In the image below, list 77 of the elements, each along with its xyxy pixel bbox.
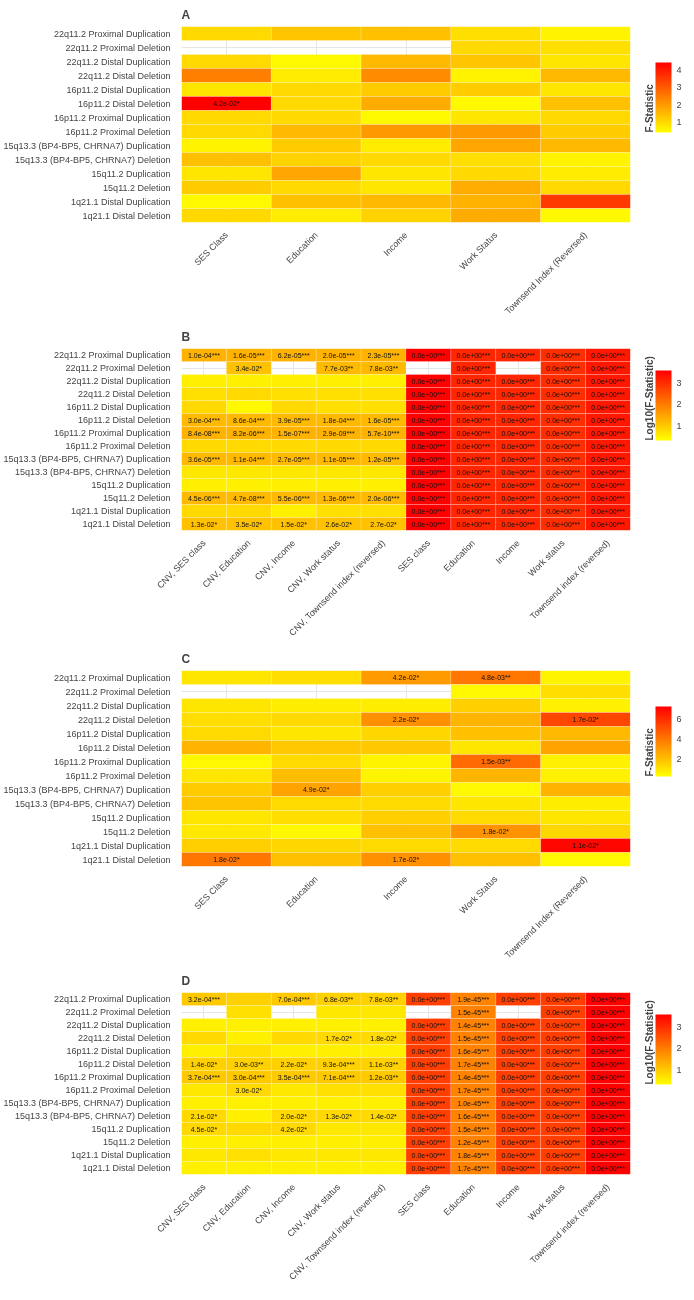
y-tick-label: 15q13.3 (BP4-BP5, CHRNA7) Deletion (14, 798, 171, 809)
y-tick-label: 22q11.2 Distal Deletion (78, 389, 171, 399)
color-bar-label: 4 (676, 64, 682, 75)
y-tick-label: 22q11.2 Proximal Deletion (65, 686, 171, 697)
y-tick-label: 22q11.2 Proximal Duplication (54, 28, 171, 39)
y-tick-label: 16p11.2 Proximal Duplication (54, 112, 171, 123)
y-tick-label: 15q13.3 (BP4-BP5, CHRNA7) Deletion (14, 1111, 171, 1121)
color-bar-label: 3 (676, 378, 682, 389)
y-tick-label: 15q11.2 Duplication (91, 812, 171, 823)
color-bar-label: 2 (676, 754, 682, 765)
color-bar-label: 1 (676, 117, 682, 127)
y-tick-label: 15q13.3 (BP4-BP5, CHRNA7) Deletion (14, 467, 171, 477)
y-tick-label: 16p11.2 Proximal Duplication (54, 428, 171, 438)
y-tick-label: 16p11.2 Proximal Deletion (65, 126, 171, 137)
color-bar-label: 2 (676, 1043, 682, 1054)
y-tick-label: 16p11.2 Distal Duplication (66, 84, 171, 95)
color-bar-label: 3 (676, 82, 682, 92)
y-tick-label: 16p11.2 Distal Deletion (78, 98, 171, 109)
color-bar-label: 1 (676, 1064, 682, 1075)
y-tick-label: 1q21.1 Distal Deletion (82, 1163, 171, 1173)
y-tick-label: 15q11.2 Duplication (91, 480, 171, 490)
color-bar-label: 2 (676, 399, 682, 410)
y-tick-label: 16p11.2 Proximal Deletion (65, 770, 171, 781)
color-bar-label: 1 (676, 420, 682, 431)
color-bar-label: 6 (676, 713, 682, 724)
y-tick-label: 22q11.2 Proximal Deletion (65, 363, 171, 373)
y-tick-label: 15q13.3 (BP4-BP5, CHRNA7) Duplication (3, 454, 171, 464)
y-tick-label: 22q11.2 Proximal Deletion (65, 1007, 171, 1017)
y-tick-label: 22q11.2 Distal Deletion (78, 70, 171, 81)
color-bar-label: 2 (676, 99, 682, 110)
y-tick-label: 15q13.3 (BP4-BP5, CHRNA7) Duplication (3, 140, 171, 151)
y-tick-label: 15q11.2 Duplication (91, 168, 171, 179)
color-bar-label: 4 (676, 733, 682, 744)
y-tick-label: 16p11.2 Distal Duplication (66, 402, 171, 412)
y-tick-label: 1q21.1 Distal Duplication (70, 840, 171, 851)
y-tick-label: 22q11.2 Distal Deletion (78, 1033, 171, 1043)
y-tick-label: 15q13.3 (BP4-BP5, CHRNA7) Duplication (3, 784, 171, 795)
y-tick-label: 16p11.2 Proximal Duplication (54, 1072, 171, 1082)
y-tick-label: 15q11.2 Deletion (103, 493, 171, 503)
y-tick-label: 22q11.2 Distal Deletion (78, 714, 171, 725)
y-tick-label: 16p11.2 Proximal Deletion (65, 1085, 171, 1095)
y-tick-label: 15q11.2 Deletion (103, 826, 171, 837)
color-bar-title: Log10(F-Statistic) (643, 1000, 655, 1085)
y-tick-label: 16p11.2 Proximal Deletion (65, 441, 171, 451)
y-tick-label: 16p11.2 Distal Deletion (78, 742, 171, 753)
y-tick-label: 1q21.1 Distal Duplication (70, 1150, 171, 1160)
y-tick-label: 1q21.1 Distal Deletion (82, 210, 171, 221)
y-tick-label: 16p11.2 Distal Deletion (78, 415, 171, 425)
y-tick-label: 22q11.2 Distal Duplication (66, 56, 171, 67)
chart-title: D (181, 973, 191, 988)
color-bar-title: Log10(F-Statistic) (643, 356, 655, 441)
color-bar-title: F-Statistic (643, 727, 655, 777)
y-tick-label: 22q11.2 Distal Duplication (66, 700, 171, 711)
chart-title: C (181, 651, 191, 666)
y-tick-label: 16p11.2 Proximal Duplication (54, 756, 171, 767)
y-tick-label: 16p11.2 Distal Deletion (78, 1059, 171, 1069)
y-tick-label: 16p11.2 Distal Duplication (66, 1046, 171, 1056)
y-tick-label: 22q11.2 Distal Duplication (66, 1020, 171, 1030)
y-tick-label: 22q11.2 Distal Duplication (66, 376, 171, 386)
y-tick-label: 1q21.1 Distal Duplication (70, 196, 171, 207)
y-tick-label: 22q11.2 Proximal Duplication (54, 994, 171, 1004)
y-tick-label: 15q11.2 Deletion (103, 1137, 171, 1147)
y-tick-label: 22q11.2 Proximal Duplication (54, 350, 171, 360)
y-tick-label: 15q11.2 Deletion (103, 182, 171, 193)
color-bar-label: 3 (676, 1022, 682, 1033)
chart-title: A (181, 7, 191, 22)
y-tick-label: 15q13.3 (BP4-BP5, CHRNA7) Deletion (14, 154, 171, 165)
y-tick-label: 15q11.2 Duplication (91, 1124, 171, 1134)
y-tick-label: 16p11.2 Distal Duplication (66, 728, 171, 739)
y-tick-label: 22q11.2 Proximal Duplication (54, 672, 171, 683)
y-tick-label: 15q13.3 (BP4-BP5, CHRNA7) Duplication (3, 1098, 171, 1108)
y-tick-label: 1q21.1 Distal Deletion (82, 519, 171, 529)
color-bar-title: F-Statistic (643, 83, 655, 133)
y-tick-label: 1q21.1 Distal Deletion (82, 854, 171, 865)
y-tick-label: 22q11.2 Proximal Deletion (65, 42, 171, 53)
chart-title: B (181, 329, 191, 344)
y-tick-label: 1q21.1 Distal Duplication (70, 506, 171, 516)
